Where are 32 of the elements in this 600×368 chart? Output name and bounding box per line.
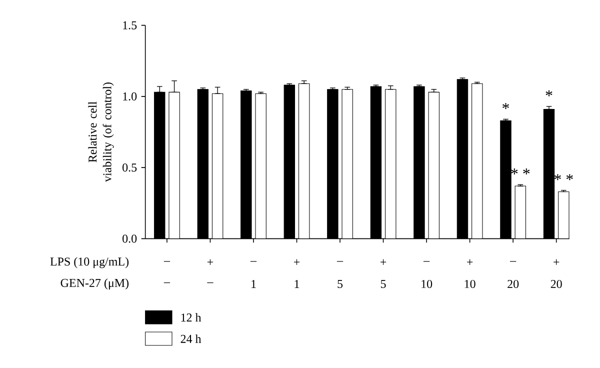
y-tick-label: 0.0 xyxy=(122,234,137,243)
category-label: 1 xyxy=(294,280,300,288)
category-label: + xyxy=(554,259,560,265)
y-axis-title: Relative cell viability (of control) xyxy=(88,82,114,182)
category-label: 20 xyxy=(508,280,519,288)
y-tick-label: 1.0 xyxy=(123,92,137,101)
legend-label: 12 h xyxy=(181,313,202,322)
category-label: 1 xyxy=(252,280,256,288)
category-label: – xyxy=(164,282,170,284)
category-label: + xyxy=(294,259,300,265)
text: GEN-27 (μM) xyxy=(60,278,129,290)
category-label: – xyxy=(250,261,257,262)
y-tick-label: 1.5 xyxy=(123,21,137,30)
data-label: * * xyxy=(554,174,573,180)
category-label: 10 xyxy=(464,280,476,288)
category-label: 20 xyxy=(550,280,562,288)
y-tick-label: 0.5 xyxy=(122,163,137,172)
data-label: * xyxy=(502,103,509,109)
category-label: 10 xyxy=(422,280,432,288)
category-label: 5 xyxy=(338,280,343,288)
category-label: – xyxy=(207,282,214,284)
category-label: + xyxy=(467,259,473,265)
category-label: + xyxy=(207,259,214,265)
text: LPS (10 μg/mL) xyxy=(50,257,129,268)
category-label: – xyxy=(510,261,516,262)
category-label: – xyxy=(164,261,170,262)
category-label: + xyxy=(380,259,386,265)
data-label: * xyxy=(546,90,552,96)
category-label: – xyxy=(336,261,344,262)
legend-label: 24 h xyxy=(180,334,202,343)
category-label: – xyxy=(423,261,430,262)
category-label: 5 xyxy=(380,280,386,288)
